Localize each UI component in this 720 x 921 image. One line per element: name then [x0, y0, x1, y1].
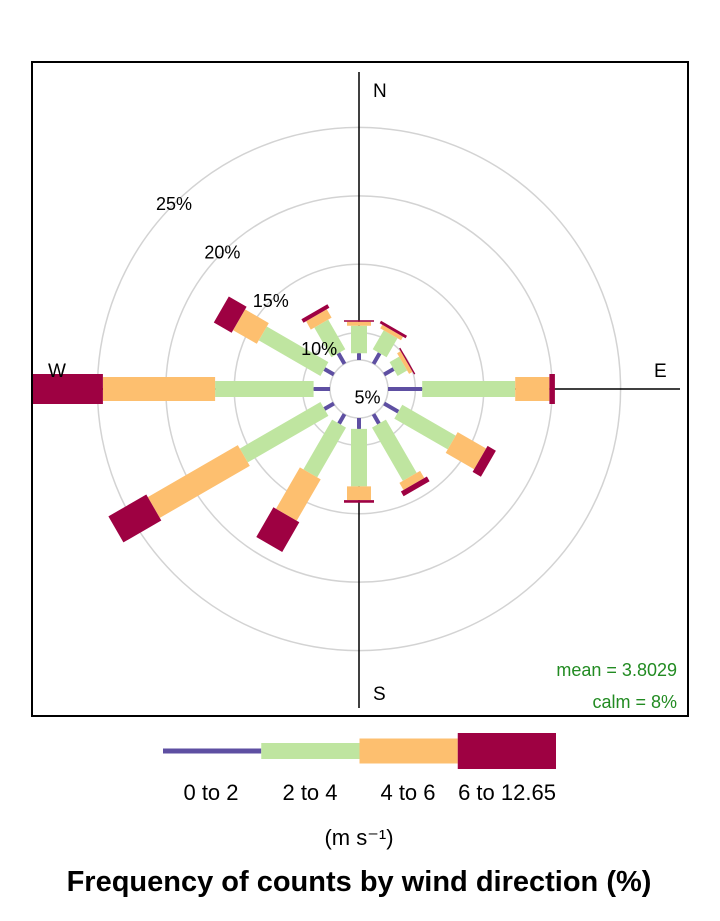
spoke-240deg-bin-4 — [108, 494, 162, 543]
ring-label-15: 15% — [253, 291, 289, 311]
spoke-180deg-bin-2 — [351, 428, 367, 487]
spoke-120deg-bin-3 — [445, 432, 487, 470]
spoke-300deg-bin-4 — [213, 296, 247, 333]
calm-stat: calm = 8% — [592, 692, 677, 712]
spoke-240deg-bin-2 — [239, 402, 329, 463]
legend-label-3: 4 to 6 — [380, 780, 435, 805]
mean-stat: mean = 3.8029 — [556, 660, 677, 680]
ring-label-5: 5% — [355, 388, 381, 408]
legend-swatch-3 — [359, 738, 458, 764]
spoke-120deg-bin-1 — [383, 401, 400, 414]
spoke-0deg-bin-2 — [351, 325, 367, 354]
spoke-30deg-bin-2 — [372, 330, 398, 358]
spoke-300deg-bin-1 — [323, 367, 335, 377]
spoke-30deg-bin-3 — [380, 324, 403, 341]
legend-swatch-1 — [163, 748, 262, 754]
ring-label-20: 20% — [204, 242, 240, 262]
spoke-120deg-bin-2 — [394, 404, 456, 450]
speed-unit-label: (m s⁻¹) — [324, 825, 393, 850]
spoke-180deg-bin-4 — [344, 500, 374, 503]
spoke-240deg-bin-3 — [147, 445, 250, 518]
spoke-330deg-bin-1 — [336, 352, 347, 365]
spoke-90deg-bin-4 — [549, 374, 555, 404]
spoke-210deg-bin-4 — [256, 507, 300, 552]
spoke-120deg-bin-4 — [472, 445, 496, 477]
spoke-330deg-bin-3 — [306, 309, 332, 330]
spoke-210deg-bin-2 — [303, 419, 346, 478]
legend-label-4: 6 to 12.65 — [458, 780, 556, 805]
spoke-210deg-bin-3 — [276, 467, 321, 521]
legend-label-1: 0 to 2 — [183, 780, 238, 805]
spoke-330deg-bin-4 — [301, 304, 330, 323]
spoke-90deg-bin-2 — [422, 381, 516, 397]
spoke-0deg-bin-4 — [344, 320, 374, 322]
spoke-90deg-bin-1 — [388, 387, 423, 391]
spoke-150deg-bin-1 — [371, 413, 381, 425]
spoke-60deg-bin-4 — [399, 347, 416, 375]
spoke-60deg-bin-3 — [397, 351, 413, 374]
spoke-300deg-bin-2 — [258, 326, 329, 376]
spoke-270deg-bin-4 — [32, 374, 103, 404]
compass-east: E — [654, 361, 667, 382]
spoke-180deg-bin-1 — [357, 418, 361, 429]
spoke-90deg-bin-3 — [515, 377, 550, 401]
ring-label-25: 25% — [156, 194, 192, 214]
spoke-240deg-bin-1 — [323, 401, 335, 411]
spoke-330deg-bin-2 — [314, 319, 346, 358]
spoke-30deg-bin-1 — [371, 352, 382, 365]
spoke-180deg-bin-3 — [347, 486, 371, 501]
spoke-0deg-bin-1 — [357, 353, 361, 360]
spoke-0deg-bin-3 — [347, 321, 371, 326]
spoke-30deg-bin-4 — [379, 320, 407, 339]
spoke-150deg-bin-3 — [399, 470, 425, 490]
spoke-270deg-bin-3 — [102, 377, 216, 401]
spoke-60deg-bin-2 — [389, 356, 408, 376]
spoke-150deg-bin-2 — [372, 419, 417, 481]
spoke-150deg-bin-4 — [400, 476, 430, 497]
ring-labels: 5% 10% 15% 20% 25% — [156, 194, 381, 407]
spoke-270deg-bin-2 — [215, 381, 314, 397]
wind-spokes — [32, 296, 555, 552]
spoke-270deg-bin-1 — [313, 387, 330, 391]
plot-panel-border — [31, 61, 689, 717]
legend-swatch-4 — [457, 733, 556, 769]
legend-label-2: 2 to 4 — [282, 780, 337, 805]
spoke-60deg-bin-1 — [383, 367, 395, 377]
compass-south: S — [373, 684, 386, 705]
spoke-210deg-bin-1 — [337, 413, 347, 425]
ring-label-10: 10% — [301, 339, 337, 359]
legend-swatch-2 — [261, 743, 360, 759]
spoke-300deg-bin-3 — [233, 309, 269, 344]
compass-west: W — [48, 361, 66, 382]
speed-legend: 0 to 2 2 to 4 4 to 6 6 to 12.65 — [163, 733, 556, 805]
compass-north: N — [373, 81, 387, 102]
chart-title: Frequency of counts by wind direction (%… — [67, 866, 652, 898]
